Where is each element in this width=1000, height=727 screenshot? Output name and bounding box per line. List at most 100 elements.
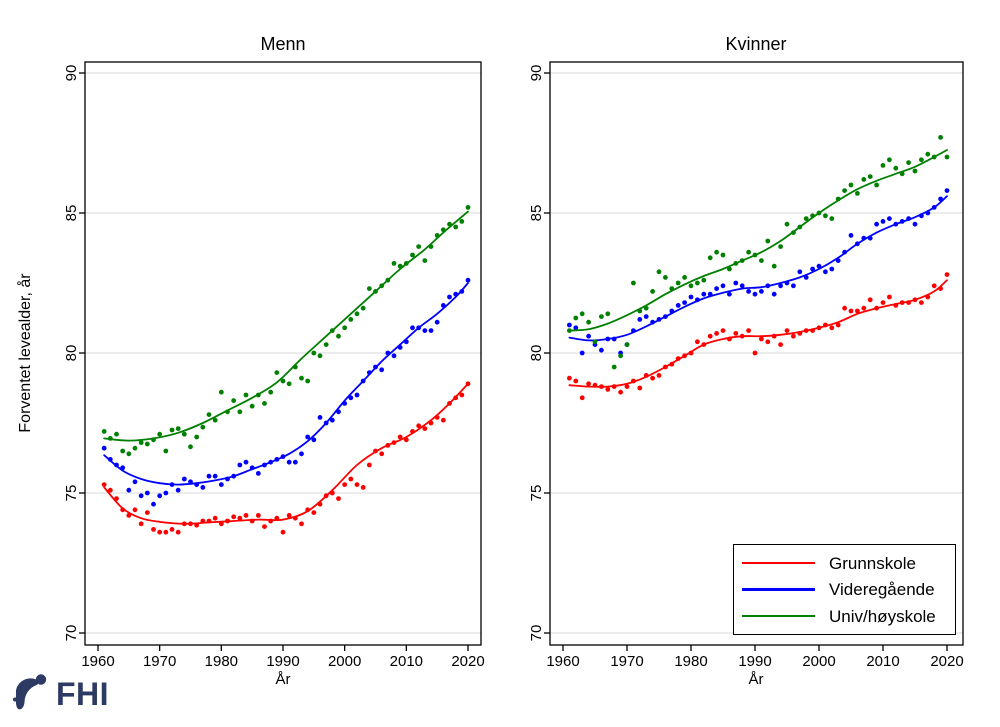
scatter-dot: [573, 325, 579, 331]
legend-entry: Univ/høyskole: [734, 608, 955, 625]
scatter-dot: [682, 275, 687, 280]
scatter-dot: [579, 311, 585, 317]
dots-grunnskole: [101, 381, 471, 535]
scatter-dot: [360, 305, 366, 311]
scatter-dot: [567, 375, 572, 381]
scatter-dot: [422, 258, 428, 263]
scatter-dot: [175, 487, 181, 493]
scatter-dot: [727, 291, 732, 297]
scatter-dot: [151, 527, 156, 532]
scatter-dot: [286, 459, 292, 465]
panel-kvinner: 70 75 80 85 90 1960 1970 1980 1990 2000 2010 2020: [528, 61, 964, 670]
scatter-dot: [255, 471, 261, 476]
scatter-dot: [144, 441, 150, 447]
y-tick-label: 75: [63, 485, 80, 502]
scatter-dot: [835, 322, 841, 328]
scatter-dot: [305, 378, 311, 384]
scatter-dot: [829, 325, 835, 331]
scatter-dot: [759, 289, 764, 294]
scatter-dot: [299, 451, 304, 457]
scatter-dot: [342, 325, 348, 331]
scatter-dot: [379, 367, 385, 373]
scatter-dot: [465, 277, 471, 283]
y-tick-label: 75: [528, 485, 545, 502]
scatter-dot: [317, 415, 323, 420]
scatter-dot: [771, 263, 777, 269]
scatter-dot: [944, 154, 950, 160]
scatter-dot: [650, 289, 655, 294]
dots-univ-h-yskole: [567, 135, 950, 370]
scatter-dot: [391, 261, 397, 266]
scatter-dot: [720, 252, 726, 258]
scatter-dot: [701, 291, 707, 297]
scatter-dot: [778, 283, 783, 289]
scatter-dot: [938, 135, 943, 140]
scatter-dot: [829, 216, 835, 222]
x-axis-title-kvinner: År: [748, 671, 764, 688]
scatter-dot: [101, 482, 107, 487]
y-tick-label: 80: [528, 345, 545, 362]
legend-entry: Grunnskole: [734, 555, 955, 572]
y-axis-title: Forventet levealder, år: [17, 273, 34, 433]
scatter-dot: [175, 529, 181, 535]
scatter-dot: [422, 328, 428, 333]
scatter-dot: [422, 426, 428, 431]
scatter-dot: [286, 381, 292, 387]
scatter-dot: [714, 331, 719, 336]
scatter-dot: [114, 431, 119, 437]
scatter-dot: [237, 409, 243, 415]
scatter-dot: [714, 286, 719, 291]
scatter-dot: [391, 353, 397, 359]
x-tick-label: 1960: [546, 653, 579, 670]
scatter-dot: [292, 459, 298, 465]
scatter-dot: [354, 392, 360, 398]
scatter-dot: [707, 255, 713, 261]
panel-title-kvinner: Kvinner: [725, 34, 787, 54]
x-tick-label: 1980: [205, 653, 238, 670]
scatter-dot: [144, 510, 150, 515]
scatter-dot: [157, 493, 163, 499]
scatter-dot: [126, 451, 132, 457]
scatter-dot: [720, 283, 726, 289]
scatter-dot: [784, 221, 790, 227]
scatter-dot: [874, 221, 879, 227]
scatter-dot: [797, 269, 803, 275]
scatter-dot: [592, 339, 598, 345]
scatter-dot: [157, 431, 163, 437]
scatter-dot: [262, 401, 267, 406]
scatter-dot: [329, 417, 335, 423]
y-tick-label: 70: [63, 625, 80, 642]
scatter-dot: [599, 347, 604, 353]
scatter-dot: [861, 305, 867, 311]
scatter-dot: [336, 496, 341, 501]
scatter-dot: [206, 473, 212, 479]
scatter-dot: [194, 434, 200, 440]
scatter-dot: [867, 297, 873, 303]
scatter-dot: [618, 353, 623, 359]
scatter-dot: [163, 448, 169, 454]
scatter-dot: [268, 389, 274, 395]
scatter-dot: [752, 291, 758, 297]
scatter-dot: [120, 448, 126, 454]
scatter-dot: [280, 529, 286, 535]
scatter-dot: [624, 342, 630, 347]
scatter-dot: [311, 510, 317, 515]
scatter-dot: [280, 378, 286, 384]
scatter-dot: [746, 328, 751, 333]
scatter-dot: [656, 269, 662, 275]
scatter-dot: [354, 311, 360, 317]
scatter-dot: [803, 216, 809, 222]
scatter-dot: [181, 431, 187, 437]
scatter-dot: [919, 157, 924, 163]
trend-line-univ-h-yskole: [568, 149, 948, 332]
scatter-dot: [453, 224, 459, 230]
scatter-dot: [752, 350, 758, 356]
scatter-dot: [348, 317, 354, 322]
scatter-dot: [132, 479, 138, 485]
scatter-dot: [410, 325, 415, 331]
x-tick-label: 1970: [610, 653, 643, 670]
scatter-dot: [255, 513, 261, 518]
x-tick-label: 1990: [738, 653, 771, 670]
scatter-dot: [656, 373, 662, 378]
